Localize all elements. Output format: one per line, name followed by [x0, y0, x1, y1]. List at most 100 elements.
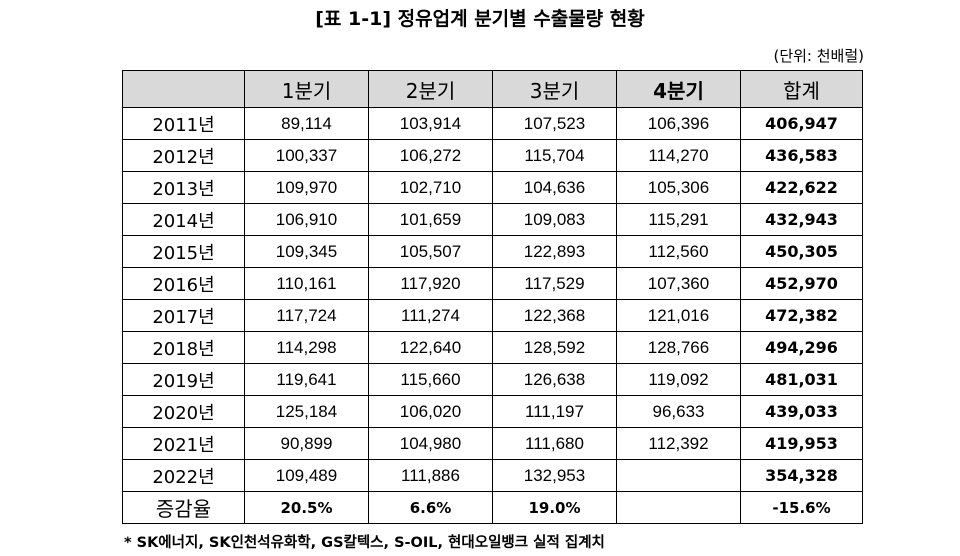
quarter-cell-q2: 102,710 — [368, 171, 493, 204]
table-row: 2016년 110,161 117,920 117,529 107,360 452,970 — [122, 267, 863, 300]
quarter-cell-q1: 125,184 — [244, 395, 369, 428]
quarter-cell-q2: 104,980 — [368, 427, 493, 460]
quarter-cell-q3: 111,680 — [492, 427, 617, 460]
table-row: 2017년 117,724 111,274 122,368 121,016 472,382 — [122, 299, 863, 332]
table-row: 2012년 100,337 106,272 115,704 114,270 436,583 — [122, 139, 863, 172]
total-cell: 481,031 — [740, 363, 863, 396]
source-note: * SK에너지, SK인천석유화학, GS칼텍스, S-OIL, 현대오일뱅크 … — [124, 535, 605, 551]
table-row: 2019년 119,641 115,660 126,638 119,092 481,031 — [122, 363, 863, 396]
header-corner — [122, 70, 245, 108]
table-title: [표 1-1] 정유업계 분기별 수출물량 현황 — [315, 8, 645, 30]
row-label: 2014년 — [122, 203, 245, 236]
quarter-cell-q3: 115,704 — [492, 139, 617, 172]
row-label: 2017년 — [122, 299, 245, 332]
quarter-cell-q2: 115,660 — [368, 363, 493, 396]
table-row: 2015년 109,345 105,507 122,893 112,560 450,305 — [122, 235, 863, 268]
table-row: 2018년 114,298 122,640 128,592 128,766 494,296 — [122, 331, 863, 364]
quarter-cell-q1: 109,970 — [244, 171, 369, 204]
quarter-cell-q2: 105,507 — [368, 235, 493, 268]
quarter-cell-q4: 119,092 — [616, 363, 741, 396]
header-q3: 3분기 — [492, 70, 617, 108]
total-cell: 406,947 — [740, 107, 863, 140]
header-q2: 2분기 — [368, 70, 493, 108]
quarter-cell-q2: 122,640 — [368, 331, 493, 364]
total-cell: 436,583 — [740, 139, 863, 172]
quarter-cell-q1: 119,641 — [244, 363, 369, 396]
quarter-cell-q3: 126,638 — [492, 363, 617, 396]
total-cell: 494,296 — [740, 331, 863, 364]
header-total: 합계 — [740, 70, 863, 108]
quarter-cell-q3: 132,953 — [492, 459, 617, 492]
total-cell: 354,328 — [740, 459, 863, 492]
quarter-cell-q1: 110,161 — [244, 267, 369, 300]
table-row: 2011년 89,114 103,914 107,523 106,396 406,947 — [122, 107, 863, 140]
row-label: 2022년 — [122, 459, 245, 492]
quarter-cell-q4: 121,016 — [616, 299, 741, 332]
quarter-cell-q2: 106,272 — [368, 139, 493, 172]
quarter-cell-q4 — [616, 459, 741, 492]
row-label: 2013년 — [122, 171, 245, 204]
quarter-cell-q2: 103,914 — [368, 107, 493, 140]
quarter-cell-q4: 106,396 — [616, 107, 741, 140]
total-cell: 422,622 — [740, 171, 863, 204]
table-row: 2021년 90,899 104,980 111,680 112,392 419,953 — [122, 427, 863, 460]
table-row: 2013년 109,970 102,710 104,636 105,306 422,622 — [122, 171, 863, 204]
quarter-cell-q3: 104,636 — [492, 171, 617, 204]
quarter-cell-q3: 19.0% — [492, 491, 617, 524]
quarter-cell-q1: 109,345 — [244, 235, 369, 268]
quarter-cell-q3: 122,893 — [492, 235, 617, 268]
header-q1: 1분기 — [244, 70, 369, 108]
quarter-cell-q1: 89,114 — [244, 107, 369, 140]
row-label: 2019년 — [122, 363, 245, 396]
quarter-cell-q1: 100,337 — [244, 139, 369, 172]
table-row: 2022년 109,489 111,886 132,953 354,328 — [122, 459, 863, 492]
table-row: 2014년 106,910 101,659 109,083 115,291 432,943 — [122, 203, 863, 236]
quarter-cell-q1: 114,298 — [244, 331, 369, 364]
row-label: 2020년 — [122, 395, 245, 428]
total-cell: 439,033 — [740, 395, 863, 428]
row-label: 2021년 — [122, 427, 245, 460]
quarter-cell-q1: 117,724 — [244, 299, 369, 332]
header-row: 1분기 2분기 3분기 4분기 합계 — [122, 70, 863, 108]
quarter-cell-q3: 111,197 — [492, 395, 617, 428]
row-label: 2016년 — [122, 267, 245, 300]
quarter-cell-q3: 122,368 — [492, 299, 617, 332]
quarter-cell-q4: 128,766 — [616, 331, 741, 364]
total-cell: 452,970 — [740, 267, 863, 300]
growth-row: 증감율 20.5% 6.6% 19.0% -15.6% — [122, 491, 863, 524]
row-label: 2015년 — [122, 235, 245, 268]
quarter-cell-q4: 96,633 — [616, 395, 741, 428]
quarter-cell-q2: 101,659 — [368, 203, 493, 236]
quarter-cell-q3: 128,592 — [492, 331, 617, 364]
quarter-cell-q4: 112,392 — [616, 427, 741, 460]
quarter-cell-q2: 6.6% — [368, 491, 493, 524]
row-label: 2012년 — [122, 139, 245, 172]
quarter-cell-q4 — [616, 491, 741, 524]
quarter-cell-q2: 106,020 — [368, 395, 493, 428]
total-cell: 419,953 — [740, 427, 863, 460]
quarter-cell-q1: 20.5% — [244, 491, 369, 524]
quarter-cell-q4: 112,560 — [616, 235, 741, 268]
quarter-cell-q4: 115,291 — [616, 203, 741, 236]
table-row: 2020년 125,184 106,020 111,197 96,633 439,033 — [122, 395, 863, 428]
quarter-cell-q1: 90,899 — [244, 427, 369, 460]
quarter-cell-q1: 106,910 — [244, 203, 369, 236]
quarter-cell-q4: 107,360 — [616, 267, 741, 300]
quarter-cell-q4: 105,306 — [616, 171, 741, 204]
row-label: 2018년 — [122, 331, 245, 364]
quarter-cell-q3: 109,083 — [492, 203, 617, 236]
row-label: 증감율 — [122, 491, 245, 524]
quarter-cell-q3: 107,523 — [492, 107, 617, 140]
quarter-cell-q2: 111,886 — [368, 459, 493, 492]
quarter-cell-q2: 117,920 — [368, 267, 493, 300]
quarter-cell-q3: 117,529 — [492, 267, 617, 300]
export-volume-table: 1분기 2분기 3분기 4분기 합계 2011년 89,114 103,914 107… — [122, 70, 863, 524]
row-label: 2011년 — [122, 107, 245, 140]
total-cell: 450,305 — [740, 235, 863, 268]
quarter-cell-q4: 114,270 — [616, 139, 741, 172]
quarter-cell-q2: 111,274 — [368, 299, 493, 332]
quarter-cell-q1: 109,489 — [244, 459, 369, 492]
header-q4: 4분기 — [616, 70, 741, 108]
total-cell: 432,943 — [740, 203, 863, 236]
total-cell: -15.6% — [740, 491, 863, 524]
